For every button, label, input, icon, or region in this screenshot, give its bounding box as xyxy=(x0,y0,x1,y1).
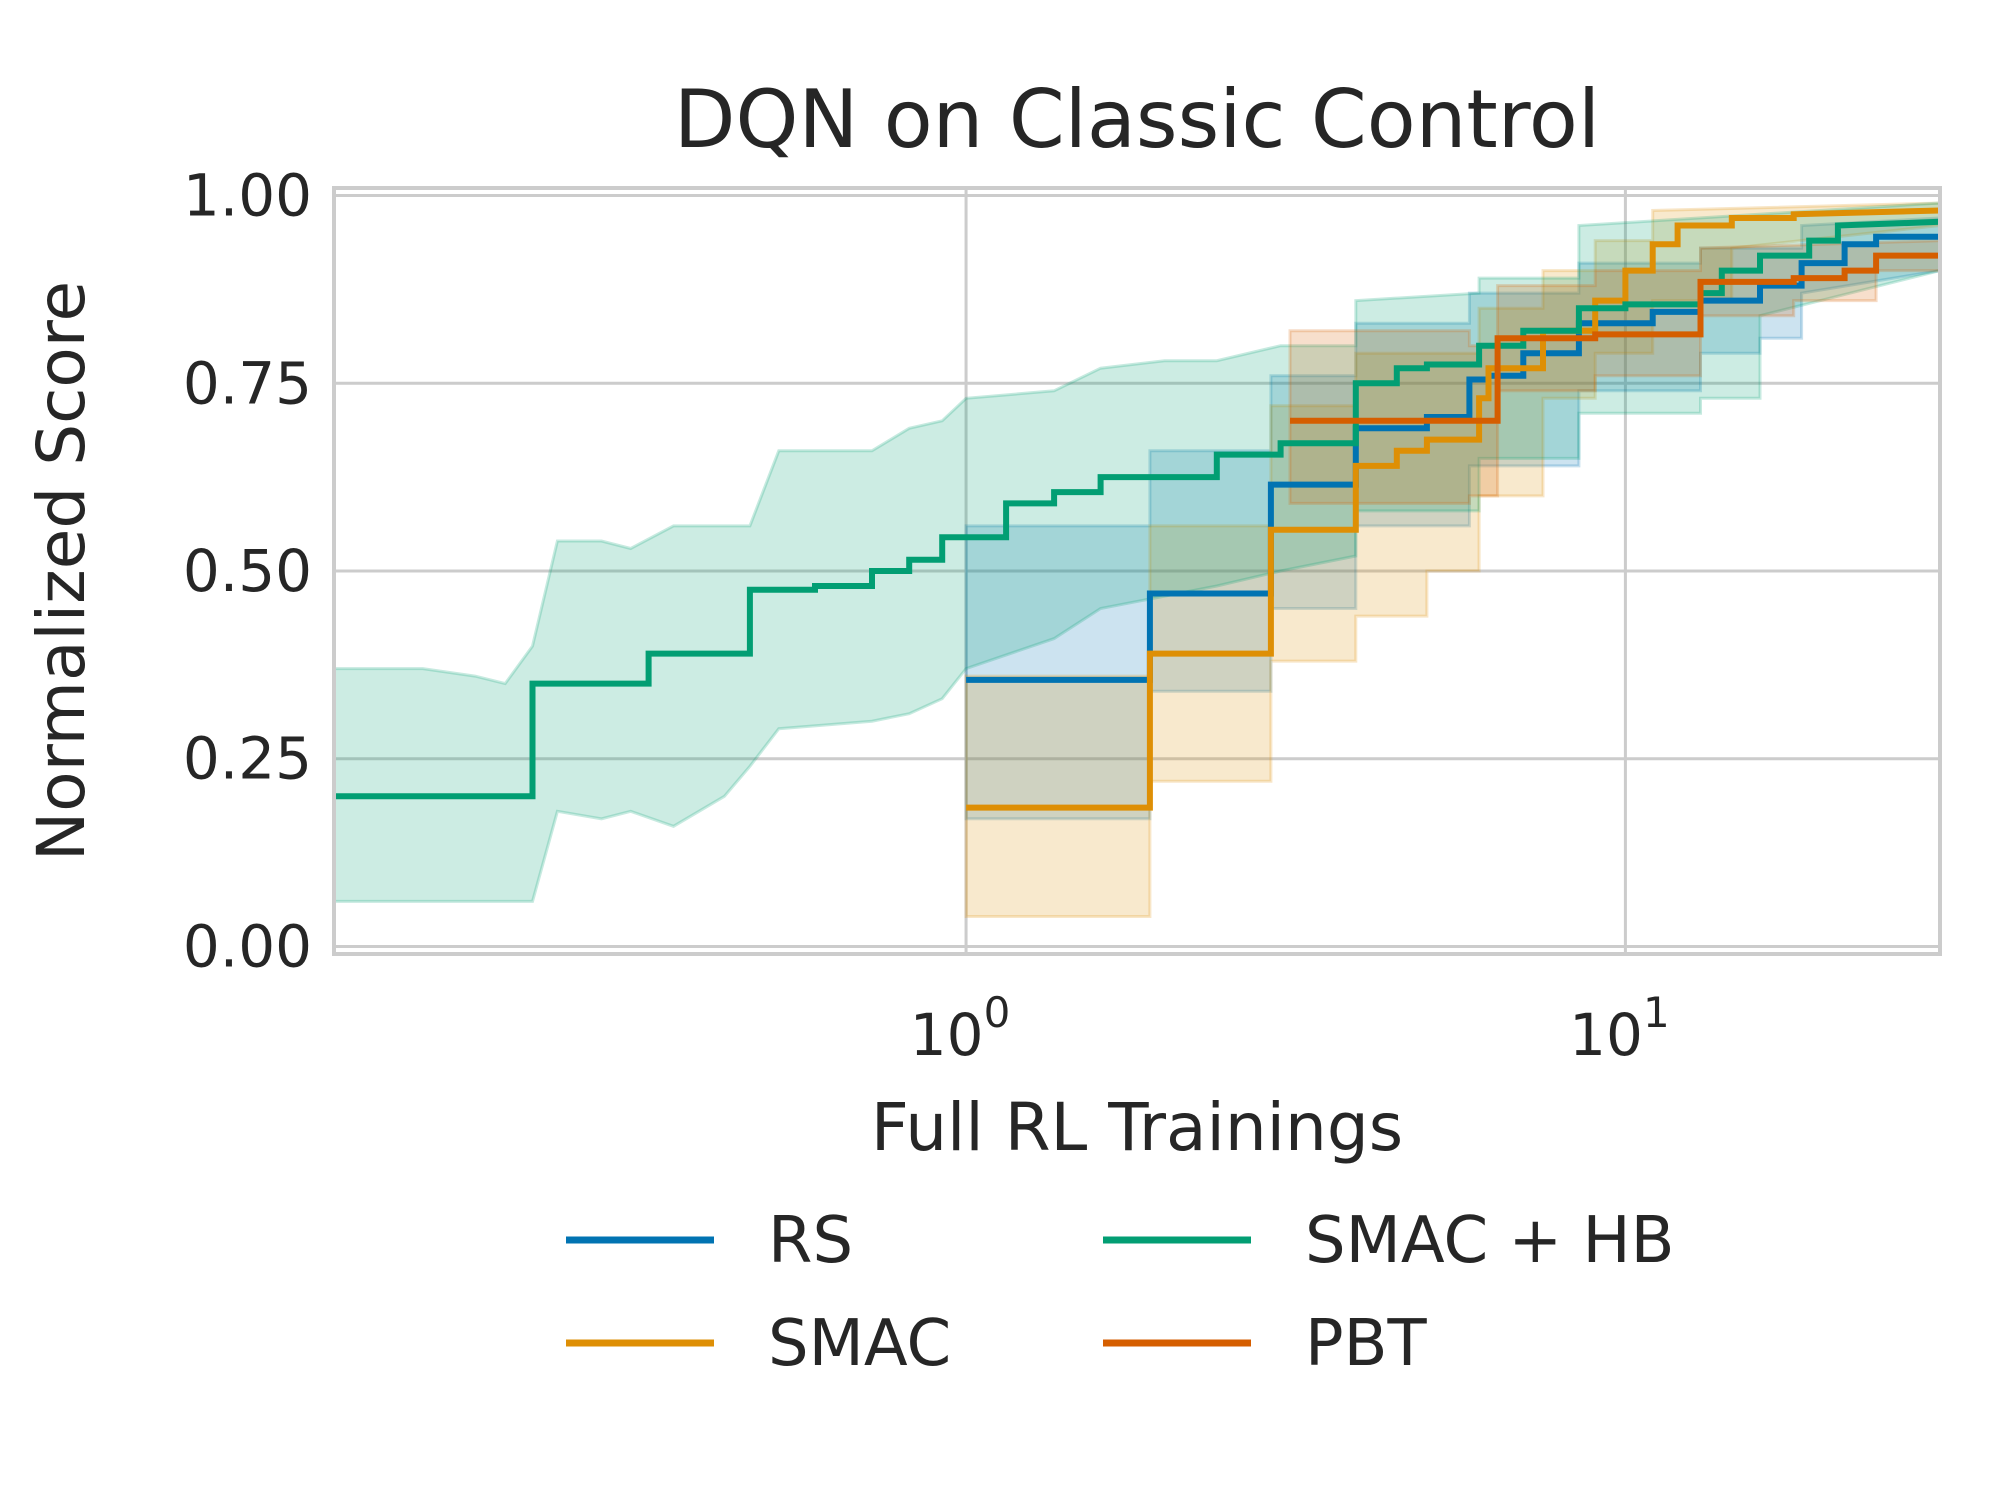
y-tick-label: 0.00 xyxy=(183,912,312,980)
series-line-smac-hb xyxy=(334,218,1941,800)
y-tick-label: 0.75 xyxy=(183,349,312,417)
y-axis-label: Normalized Score xyxy=(23,281,100,861)
series-line-pbt xyxy=(1290,252,1940,424)
series-line-rs xyxy=(966,233,1940,683)
ticks-layer: 0.00 0.25 0.50 0.75 1.00 100 101 xyxy=(183,162,1670,1069)
legend-label-smac-hb: SMAC + HB xyxy=(1305,1204,1675,1278)
y-tick-label: 1.00 xyxy=(183,162,312,230)
chart-title: DQN on Classic Control xyxy=(674,73,1600,166)
x-axis-label: Full RL Trainings xyxy=(871,1089,1403,1166)
y-tick-label: 0.25 xyxy=(183,725,312,793)
grid-layer xyxy=(334,188,1940,954)
lines-layer xyxy=(334,207,1941,811)
series-line-smac xyxy=(966,207,1941,811)
plot-frame xyxy=(332,186,1942,956)
band-rs xyxy=(964,216,1942,821)
y-tick-label: 0.50 xyxy=(183,537,312,605)
legend-label-pbt: PBT xyxy=(1305,1307,1428,1381)
legend-label-rs: RS xyxy=(768,1204,853,1278)
x-tick-label: 100 xyxy=(910,988,1011,1069)
band-smac-hb xyxy=(332,201,1942,903)
x-tick-label: 101 xyxy=(1569,988,1670,1069)
legend: RS SMAC SMAC + HB PBT xyxy=(566,1204,1675,1381)
legend-label-smac: SMAC xyxy=(768,1307,951,1381)
